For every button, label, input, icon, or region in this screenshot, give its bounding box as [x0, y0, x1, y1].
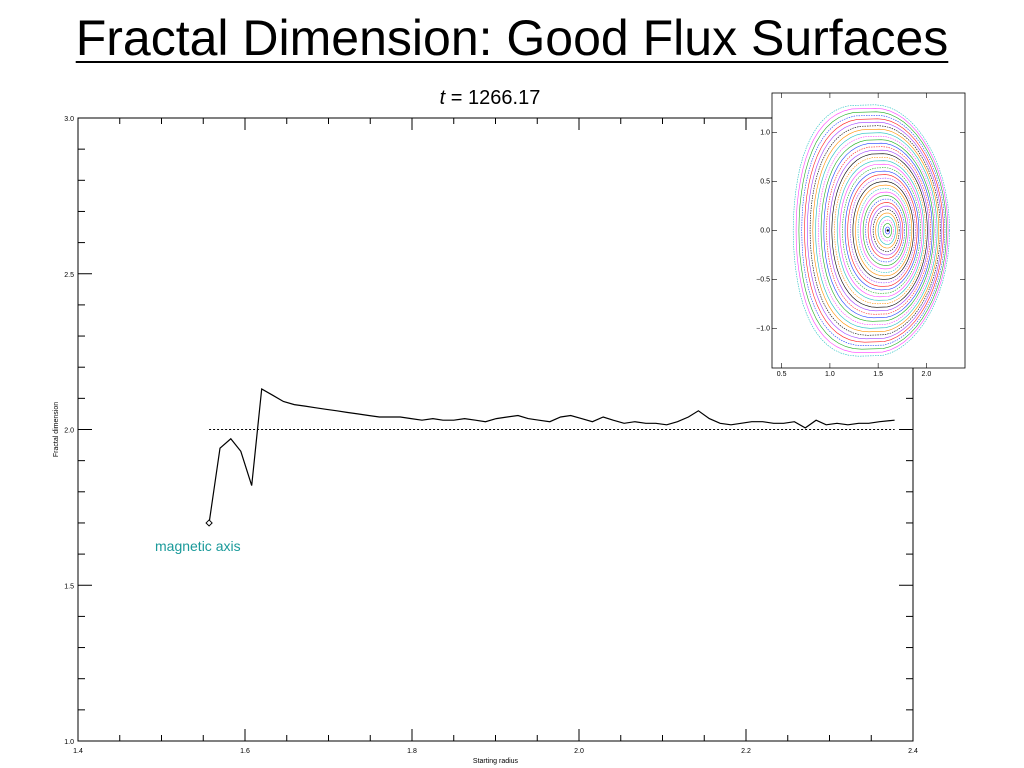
- flux-surface: [849, 177, 916, 284]
- x-tick-label: 2.4: [908, 748, 918, 755]
- x-tick-label: 2.2: [741, 748, 751, 755]
- flux-surface: [806, 121, 943, 340]
- flux-surface: [823, 142, 933, 319]
- inset-y-tick-label: −1.0: [756, 326, 770, 333]
- flux-surface: [877, 216, 896, 245]
- flux-surface: [792, 104, 950, 357]
- flux-surface: [795, 107, 949, 354]
- y-tick-label: 1.0: [64, 739, 74, 746]
- flux-surface: [809, 125, 941, 336]
- inset-y-tick-label: 0.0: [760, 228, 770, 235]
- flux-surface: [867, 202, 904, 259]
- flux-surface: [801, 114, 946, 347]
- inset-y-tick-label: 0.5: [760, 178, 770, 185]
- flux-surface: [826, 146, 932, 315]
- inset-magnetic-axis-point: [886, 229, 889, 232]
- flux-surface: [882, 223, 892, 238]
- flux-surface: [834, 156, 927, 305]
- y-tick-label: 3.0: [64, 116, 74, 123]
- series-line: [208, 388, 895, 524]
- flux-surface: [828, 149, 930, 312]
- flux-surface: [820, 139, 935, 322]
- flux-surfaces: [792, 104, 950, 357]
- time-variable: t: [439, 87, 446, 109]
- y-tick-label: 2.5: [64, 272, 74, 279]
- flux-surface: [815, 132, 938, 329]
- flux-surface: [798, 111, 947, 350]
- y-tick-label: 2.0: [64, 428, 74, 435]
- start-marker: [205, 519, 213, 527]
- slide-title: Fractal Dimension: Good Flux Surfaces: [75, 10, 949, 66]
- x-tick-label: 1.8: [407, 748, 417, 755]
- flux-surface: [817, 135, 936, 326]
- flux-surface: [885, 226, 891, 235]
- inset-y-tick-label: −0.5: [756, 277, 770, 284]
- x-tick-label: 2.0: [574, 748, 584, 755]
- time-value: = 1266.17: [445, 87, 541, 109]
- flux-surface: [865, 198, 906, 263]
- flux-surface: [804, 118, 944, 343]
- x-tick-label: 1.4: [73, 748, 83, 755]
- flux-surface: [852, 181, 915, 280]
- inset-x-tick-label: 2.0: [922, 371, 932, 378]
- inset-x-tick-label: 1.0: [825, 371, 835, 378]
- y-tick-label: 1.5: [64, 583, 74, 590]
- inset-y-tick-label: 1.0: [760, 129, 770, 136]
- flux-surface: [870, 205, 902, 256]
- inset-x-tick-label: 0.5: [777, 371, 787, 378]
- flux-surface: [855, 184, 913, 277]
- y-axis-label: Fractal dimension: [53, 402, 60, 457]
- flux-surface: [839, 163, 923, 298]
- x-tick-label: 1.6: [240, 748, 250, 755]
- time-label: t = 1266.17: [380, 86, 600, 110]
- flux-surface: [831, 153, 928, 308]
- flux-surface: [860, 191, 909, 270]
- flux-surface: [844, 170, 920, 291]
- flux-surface: [857, 188, 911, 273]
- flux-surface: [847, 174, 918, 287]
- flux-surface: [812, 128, 940, 333]
- magnetic-axis-annotation: magnetic axis: [155, 538, 241, 554]
- flux-surface: [862, 195, 907, 266]
- flux-surface: [842, 167, 921, 294]
- inset-frame: [771, 92, 966, 369]
- x-axis-label: Starting radius: [473, 758, 519, 765]
- flux-surface: [836, 160, 925, 301]
- flux-surface: [875, 212, 898, 249]
- inset-x-tick-label: 1.5: [873, 371, 883, 378]
